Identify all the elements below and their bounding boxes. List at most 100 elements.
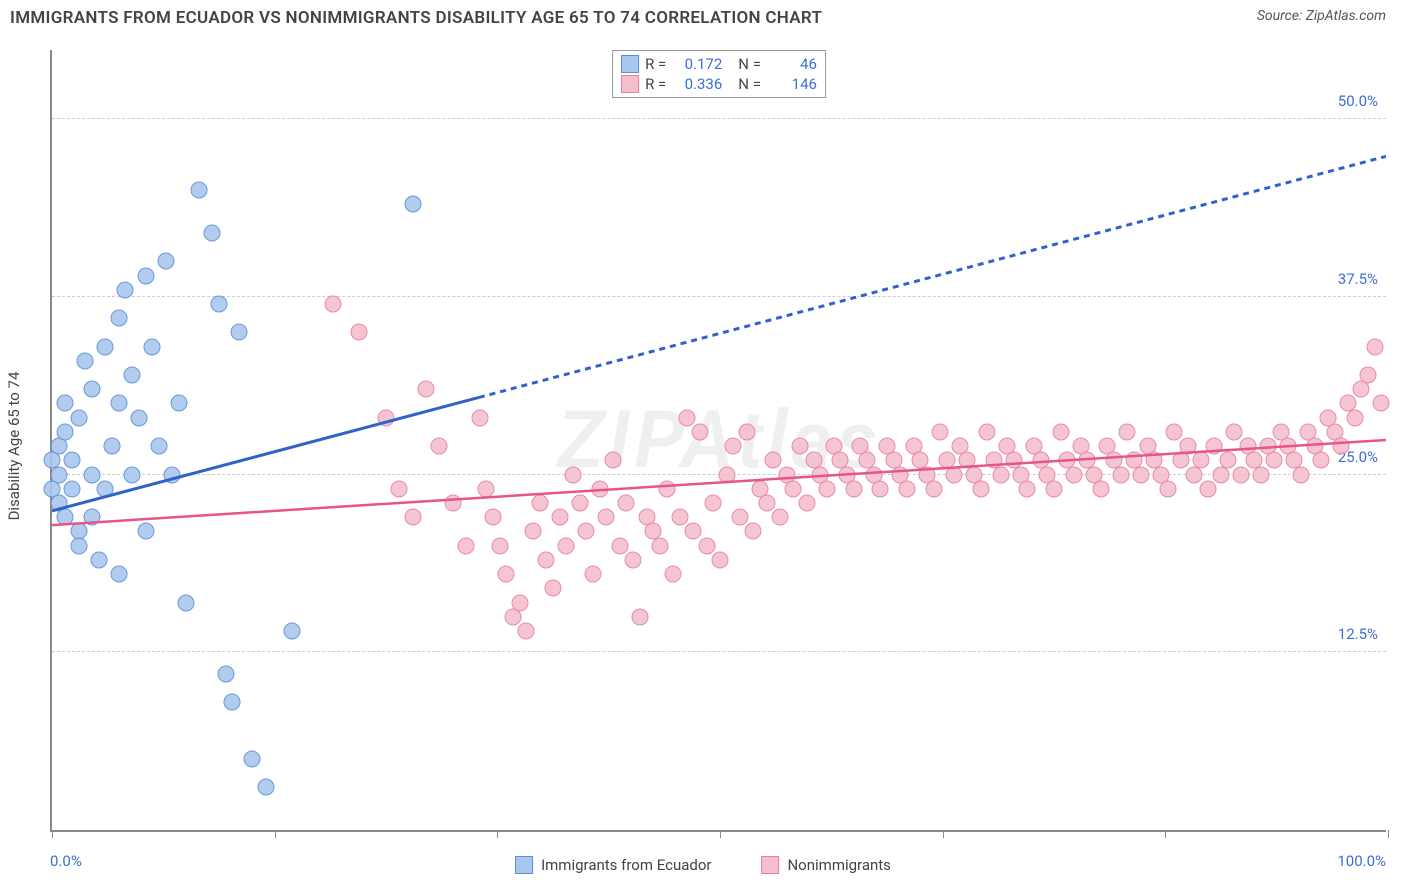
legend-n-label: N = (738, 55, 761, 73)
data-point (1112, 466, 1129, 483)
data-point (478, 480, 495, 497)
data-point (1206, 438, 1223, 455)
data-point (1373, 395, 1390, 412)
data-point (818, 480, 835, 497)
series-legend: Immigrants from Ecuador Nonimmigrants (515, 856, 891, 874)
data-point (190, 182, 207, 199)
data-point (157, 253, 174, 270)
x-tick (1388, 830, 1389, 838)
data-point (150, 438, 167, 455)
data-point (110, 310, 127, 327)
correlation-legend: R =0.172N =46R =0.336N =146 (612, 50, 826, 98)
data-point (84, 509, 101, 526)
data-point (518, 622, 535, 639)
data-point (1233, 466, 1250, 483)
x-tick (1165, 830, 1166, 838)
legend-n-label: N = (738, 75, 761, 93)
data-point (110, 395, 127, 412)
data-point (538, 551, 555, 568)
data-point (104, 438, 121, 455)
data-point (765, 452, 782, 469)
y-tick-label: 12.5% (1338, 625, 1378, 643)
legend-item: Immigrants from Ecuador (515, 856, 711, 874)
data-point (925, 480, 942, 497)
data-point (972, 480, 989, 497)
data-point (698, 537, 715, 554)
data-point (64, 452, 81, 469)
data-point (785, 480, 802, 497)
data-point (798, 494, 815, 511)
data-point (1266, 452, 1283, 469)
legend-r-label: R = (645, 75, 666, 93)
data-point (685, 523, 702, 540)
grid-line (52, 118, 1386, 119)
data-point (498, 566, 515, 583)
data-point (57, 395, 74, 412)
data-point (404, 196, 421, 213)
data-point (177, 594, 194, 611)
data-point (110, 566, 127, 583)
chart-title: IMMIGRANTS FROM ECUADOR VS NONIMMIGRANTS… (10, 8, 822, 28)
data-point (758, 494, 775, 511)
data-point (164, 466, 181, 483)
data-point (1092, 480, 1109, 497)
data-point (1052, 423, 1069, 440)
data-point (391, 480, 408, 497)
data-point (70, 537, 87, 554)
data-point (772, 509, 789, 526)
chart-plot-area: ZIPAtlas 12.5%25.0%37.5%50.0% R =0.172N … (50, 50, 1386, 832)
legend-label: Nonimmigrants (787, 856, 890, 874)
data-point (1132, 466, 1149, 483)
data-point (578, 523, 595, 540)
data-point (1166, 423, 1183, 440)
x-tick (720, 830, 721, 838)
data-point (458, 537, 475, 554)
data-point (712, 551, 729, 568)
data-point (665, 566, 682, 583)
data-point (718, 466, 735, 483)
legend-label: Immigrants from Ecuador (541, 856, 711, 874)
data-point (57, 509, 74, 526)
data-point (1179, 438, 1196, 455)
data-point (932, 423, 949, 440)
data-point (130, 409, 147, 426)
data-point (351, 324, 368, 341)
data-point (484, 509, 501, 526)
data-point (431, 438, 448, 455)
data-point (97, 480, 114, 497)
data-point (631, 608, 648, 625)
data-point (170, 395, 187, 412)
data-point (738, 423, 755, 440)
data-point (244, 750, 261, 767)
data-point (658, 480, 675, 497)
x-tick (275, 830, 276, 838)
data-point (845, 480, 862, 497)
data-point (137, 267, 154, 284)
data-point (705, 494, 722, 511)
data-point (1192, 452, 1209, 469)
data-point (558, 537, 575, 554)
data-point (1199, 480, 1216, 497)
data-point (945, 466, 962, 483)
y-tick-label: 50.0% (1338, 92, 1378, 110)
data-point (678, 409, 695, 426)
data-point (611, 537, 628, 554)
data-point (671, 509, 688, 526)
data-point (1066, 466, 1083, 483)
data-point (444, 494, 461, 511)
data-point (792, 438, 809, 455)
data-point (585, 566, 602, 583)
data-point (117, 281, 134, 298)
legend-r-value: 0.172 (672, 55, 722, 73)
data-point (992, 466, 1009, 483)
data-point (565, 466, 582, 483)
x-tick (943, 830, 944, 838)
data-point (1346, 409, 1363, 426)
data-point (257, 779, 274, 796)
data-point (284, 622, 301, 639)
chart-header: IMMIGRANTS FROM ECUADOR VS NONIMMIGRANTS… (0, 0, 1406, 32)
data-point (224, 694, 241, 711)
chart-source: Source: ZipAtlas.com (1257, 8, 1386, 24)
grid-line (52, 296, 1386, 297)
data-point (217, 665, 234, 682)
